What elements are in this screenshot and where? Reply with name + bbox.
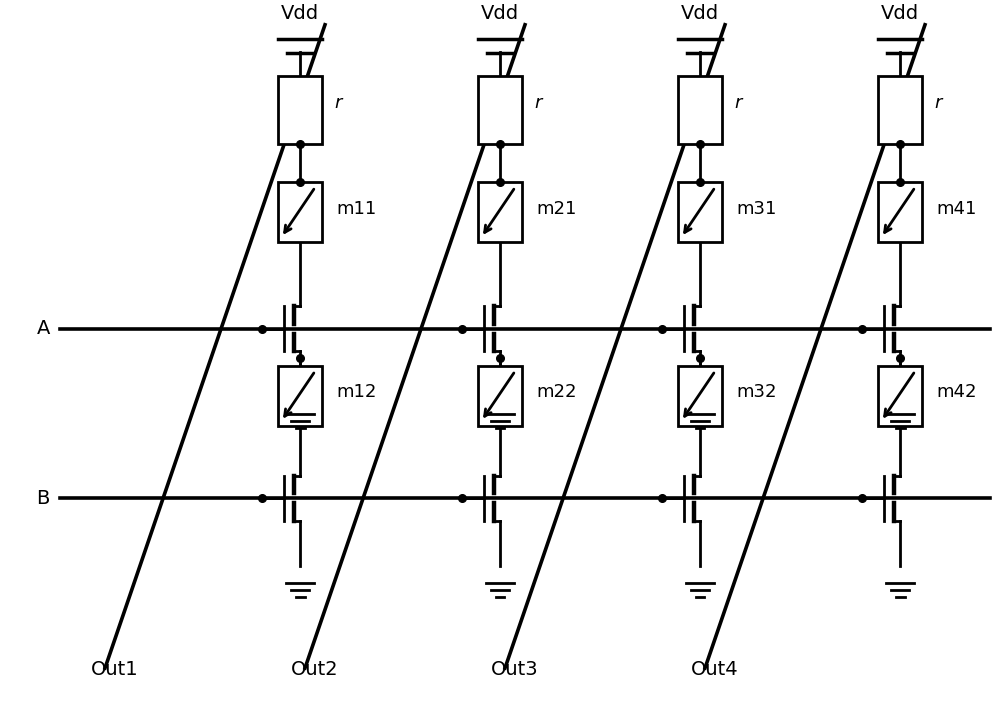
Text: Out1: Out1	[91, 660, 139, 679]
Text: A: A	[37, 320, 50, 338]
Bar	[478, 366, 522, 426]
Text: Vdd: Vdd	[881, 4, 919, 23]
Bar	[678, 366, 722, 426]
Text: r: r	[734, 93, 741, 112]
Text: r: r	[934, 93, 941, 112]
Bar	[478, 76, 522, 144]
Text: Out3: Out3	[491, 660, 539, 679]
Text: m41: m41	[936, 199, 976, 218]
Bar	[478, 182, 522, 242]
Bar	[278, 182, 322, 242]
Bar	[878, 182, 922, 242]
Text: m21: m21	[536, 199, 576, 218]
Text: r: r	[334, 93, 341, 112]
Bar	[678, 182, 722, 242]
Text: Out2: Out2	[291, 660, 339, 679]
Bar	[278, 366, 322, 426]
Bar	[278, 76, 322, 144]
Text: m32: m32	[736, 383, 776, 402]
Text: m31: m31	[736, 199, 776, 218]
Bar	[878, 366, 922, 426]
Text: m11: m11	[336, 199, 376, 218]
Text: r: r	[534, 93, 541, 112]
Text: m42: m42	[936, 383, 976, 402]
Bar	[878, 76, 922, 144]
Text: Vdd: Vdd	[681, 4, 719, 23]
Text: m22: m22	[536, 383, 576, 402]
Text: Vdd: Vdd	[481, 4, 519, 23]
Text: m12: m12	[336, 383, 376, 402]
Text: B: B	[37, 489, 50, 508]
Bar	[678, 76, 722, 144]
Text: Out4: Out4	[691, 660, 739, 679]
Text: Vdd: Vdd	[281, 4, 319, 23]
